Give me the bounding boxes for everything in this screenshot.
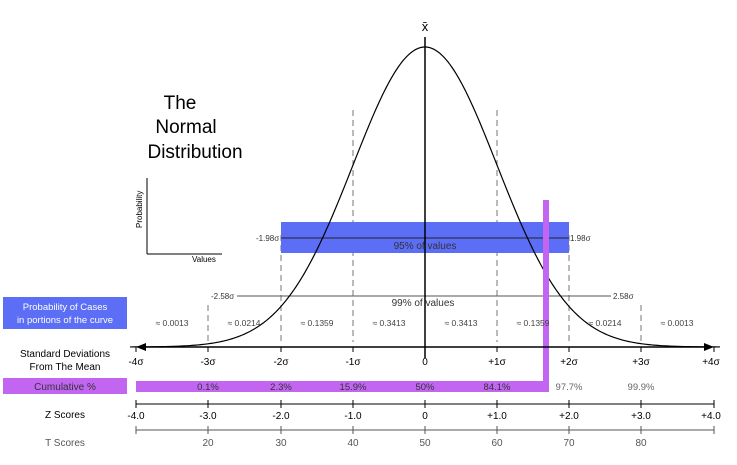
t-tick-label: 70 — [563, 438, 575, 449]
inset-axes: Probability Values — [135, 178, 222, 264]
cumulative-value: 15.9% — [340, 382, 367, 393]
sd-tick-label: -1σ — [345, 357, 361, 368]
cumulative-value: 97.7% — [556, 382, 583, 393]
band-99-right-label: 2.58σ — [613, 292, 634, 301]
z-tick-label: +1.0 — [487, 411, 507, 422]
z-tick-label: -1.0 — [344, 411, 362, 422]
sd-tick-label: -4σ — [128, 357, 144, 368]
sd-label-line-1: Standard Deviations — [20, 349, 110, 360]
z-tick-label: -2.0 — [272, 411, 290, 422]
cumulative-value: 84.1% — [484, 382, 511, 393]
mean-symbol: x̄ — [422, 19, 429, 34]
sd-tick-label: +2σ — [560, 357, 578, 368]
probability-value: ≈ 0.3413 — [444, 318, 477, 328]
probability-value: ≈ 0.0214 — [227, 318, 260, 328]
t-tick-label: 50 — [419, 438, 431, 449]
probability-value: ≈ 0.3413 — [372, 318, 405, 328]
title-line-2: Normal — [155, 117, 216, 138]
probability-label-box — [3, 297, 127, 329]
z-tick-labels: -4.0 -3.0 -2.0 -1.0 0 +1.0 +2.0 +3.0 +4.… — [127, 411, 721, 422]
probability-label-line-1: Probability of Cases — [23, 302, 108, 313]
sd-axis-left-arrow — [136, 343, 146, 351]
sd-tick-label: 0 — [422, 357, 428, 368]
band-95-right-label: 1.98σ — [570, 234, 591, 243]
band-99-left-label: -2.58σ — [211, 292, 234, 301]
probability-value: ≈ 0.1359 — [300, 318, 333, 328]
diagram-title: The Normal Distribution — [147, 93, 242, 163]
title-line-1: The — [164, 93, 197, 114]
cumulative-label: Cumulative % — [34, 382, 96, 393]
band-95-left-label: -1.98σ — [256, 234, 279, 243]
z-tick-label: -3.0 — [199, 411, 217, 422]
inset-y-label: Probability — [135, 191, 144, 228]
z-tick-label: +2.0 — [559, 411, 579, 422]
probability-values: ≈ 0.0013 ≈ 0.0214 ≈ 0.1359 ≈ 0.3413 ≈ 0.… — [155, 318, 693, 328]
t-tick-label: 20 — [202, 438, 214, 449]
inset-x-label: Values — [192, 255, 216, 264]
sd-axis-ticks — [135, 347, 715, 352]
t-score-label: T Scores — [45, 438, 85, 449]
probability-value: ≈ 0.0013 — [660, 318, 693, 328]
probability-value: ≈ 0.1359 — [516, 318, 549, 328]
sd-axis-right-arrow — [704, 343, 714, 351]
sd-tick-label: +1σ — [488, 357, 506, 368]
z-tick-label: +3.0 — [631, 411, 651, 422]
z-tick-label: 0 — [422, 411, 428, 422]
t-tick-label: 80 — [635, 438, 647, 449]
cumulative-value: 2.3% — [270, 382, 292, 393]
probability-label-line-2: in portions of the curve — [17, 315, 113, 326]
sd-tick-label: +4σ — [702, 357, 720, 368]
t-tick-label: 40 — [347, 438, 359, 449]
z-score-label: Z Scores — [45, 410, 85, 421]
cumulative-bar — [136, 381, 549, 392]
t-tick-labels: 20 30 40 50 60 70 80 — [202, 438, 647, 449]
probability-value: ≈ 0.0214 — [588, 318, 621, 328]
t-tick-label: 60 — [491, 438, 503, 449]
band-99-label: 99% of values — [392, 298, 455, 309]
sd-tick-label: -3σ — [200, 357, 216, 368]
t-axis-ticks — [135, 426, 715, 434]
cumulative-values: 0.1% 2.3% 15.9% 50% 84.1% 97.7% 99.9% — [197, 382, 655, 393]
sd-tick-labels: -4σ -3σ -2σ -1σ 0 +1σ +2σ +3σ +4σ — [128, 357, 720, 368]
cumulative-value: 99.9% — [628, 382, 655, 393]
cumulative-indicator-bar — [543, 200, 549, 392]
title-line-3: Distribution — [147, 142, 242, 163]
sd-tick-label: +3σ — [632, 357, 650, 368]
t-tick-label: 30 — [275, 438, 287, 449]
z-tick-label: +4.0 — [701, 411, 721, 422]
cumulative-value: 0.1% — [197, 382, 219, 393]
cumulative-value: 50% — [415, 382, 435, 393]
probability-value: ≈ 0.0013 — [155, 318, 188, 328]
z-tick-label: -4.0 — [127, 411, 145, 422]
cumulative-label-box — [3, 378, 127, 394]
z-axis-ticks — [135, 400, 715, 408]
sd-tick-label: -2σ — [273, 357, 289, 368]
sd-label-line-2: From The Mean — [30, 362, 101, 373]
